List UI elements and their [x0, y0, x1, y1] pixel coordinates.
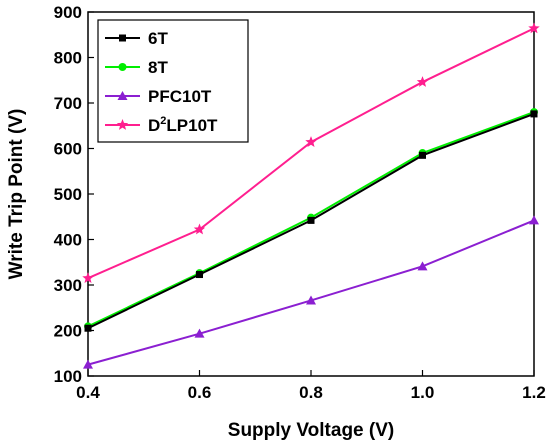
y-tick-label: 700	[54, 94, 82, 113]
legend-label: 6T	[148, 29, 168, 48]
y-axis-title: Write Trip Point (V)	[6, 109, 27, 280]
legend-label: PFC10T	[148, 87, 212, 106]
data-point	[305, 136, 317, 147]
legend-marker	[119, 34, 126, 42]
x-tick-label: 0.4	[76, 383, 100, 402]
legend-label: 8T	[148, 58, 168, 77]
data-point	[83, 359, 93, 369]
y-tick-label: 200	[54, 322, 82, 341]
data-point	[529, 215, 539, 225]
data-point	[530, 110, 538, 118]
legend-label: D2LP10T	[148, 115, 218, 135]
x-axis-title: Supply Voltage (V)	[228, 420, 394, 441]
x-tick-label: 0.8	[299, 383, 323, 402]
data-point	[196, 271, 203, 279]
data-point	[84, 324, 92, 332]
legend-marker	[116, 119, 129, 130]
y-tick-label: 900	[54, 3, 82, 22]
series-line	[87, 219, 535, 366]
data-point	[528, 22, 540, 34]
series-layer	[82, 22, 540, 369]
x-tick-label: 0.6	[188, 383, 212, 402]
legend-marker	[117, 91, 128, 100]
y-tick-label: 800	[54, 49, 82, 68]
y-tick-label: 400	[54, 231, 82, 250]
data-point	[416, 76, 429, 87]
series-pfc10t	[83, 215, 539, 369]
data-point	[82, 272, 94, 284]
data-point	[417, 261, 428, 271]
data-point	[194, 328, 205, 338]
y-tick-label: 500	[54, 185, 82, 204]
data-point	[307, 216, 315, 224]
legend: 6T 8T PFC10T D2LP10T	[97, 19, 249, 143]
series-6t	[84, 110, 538, 332]
data-point	[419, 151, 426, 159]
series-lp10t	[82, 22, 540, 284]
axis-ticks: 0.4 0.6 0.8 1.0 1.2 100 200 300 400 500 600 700 800 9…	[54, 3, 546, 402]
data-point	[306, 295, 316, 305]
y-tick-label: 100	[54, 367, 82, 386]
data-point	[193, 223, 206, 235]
y-tick-label: 600	[54, 140, 82, 159]
y-tick-label: 300	[54, 276, 82, 295]
x-tick-label: 1.0	[411, 383, 435, 402]
legend-marker	[118, 63, 127, 71]
x-tick-label: 1.2	[522, 383, 546, 402]
